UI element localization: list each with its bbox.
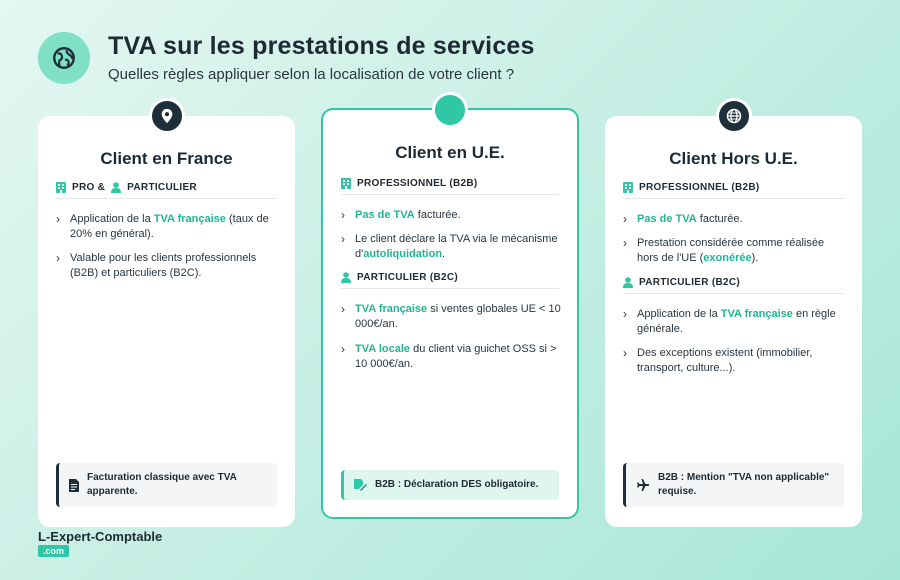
card-hors-ue-note: B2B : Mention "TVA non applicable" requi… xyxy=(623,463,844,507)
user-icon xyxy=(341,272,351,283)
section-label: PARTICULIER (B2C) xyxy=(639,277,741,288)
brand-logo-text: L-Expert-Comptable xyxy=(38,529,163,544)
chevron-right-icon: › xyxy=(56,212,60,226)
location-pin-icon xyxy=(148,98,185,134)
signature-icon xyxy=(354,479,367,491)
chevron-right-icon: › xyxy=(56,251,60,265)
brand-logo-tld: .com xyxy=(38,545,70,557)
section-professionnel: PROFESSIONNEL (B2B) xyxy=(623,182,844,199)
chevron-right-icon: › xyxy=(623,236,627,250)
chevron-right-icon: › xyxy=(623,346,627,360)
header-globe-icon xyxy=(38,32,90,84)
list-item: › Pas de TVA facturée. xyxy=(623,212,743,226)
chevron-right-icon: › xyxy=(341,232,345,246)
section-label: PROFESSIONNEL (B2B) xyxy=(357,178,478,189)
section-label: PROFESSIONNEL (B2B) xyxy=(639,182,760,193)
user-icon xyxy=(111,182,122,193)
list-item: › Valable pour les clients professionnel… xyxy=(56,251,257,279)
card-hors-ue: Client Hors U.E. PROFESSIONNEL (B2B) › P… xyxy=(605,98,862,527)
section-professionnel: PROFESSIONNEL (B2B) xyxy=(341,178,559,195)
list-item: › Application de la TVA française (taux … xyxy=(56,212,269,240)
chevron-right-icon: › xyxy=(623,212,627,226)
accent-circle xyxy=(432,92,468,128)
plane-icon xyxy=(636,478,650,492)
page-title: TVA sur les prestations de services xyxy=(108,32,535,60)
chevron-right-icon: › xyxy=(341,208,345,222)
chevron-right-icon: › xyxy=(341,302,345,316)
section-particulier: PARTICULIER (B2C) xyxy=(623,277,844,294)
card-france-title: Client en France xyxy=(100,149,233,168)
section-label-particulier: PARTICULIER xyxy=(127,182,197,193)
section-label: PARTICULIER (B2C) xyxy=(357,272,459,283)
building-icon xyxy=(623,182,633,193)
list-item: › Pas de TVA facturée. xyxy=(341,208,461,222)
page-subtitle: Quelles règles appliquer selon la locali… xyxy=(108,66,515,83)
list-item: › Le client déclare la TVA via le mécani… xyxy=(341,232,558,260)
building-icon xyxy=(56,182,66,193)
list-item: › TVA française si ventes globales UE < … xyxy=(341,302,561,330)
list-item: › Des exceptions existent (immobilier, t… xyxy=(623,346,813,374)
card-ue-title: Client en U.E. xyxy=(395,143,505,162)
list-item: › TVA locale du client via guichet OSS s… xyxy=(341,342,557,370)
document-icon xyxy=(69,478,79,492)
card-hors-ue-title: Client Hors U.E. xyxy=(669,149,798,168)
building-icon xyxy=(341,178,351,189)
list-item: › Prestation considérée comme réalisée h… xyxy=(623,236,825,264)
card-france: Client en France PRO & PARTICULIER › App… xyxy=(38,98,295,527)
card-ue: Client en U.E. PROFESSIONNEL (B2B) › Pas… xyxy=(321,92,579,519)
section-particulier: PARTICULIER (B2C) xyxy=(341,272,559,289)
chevron-right-icon: › xyxy=(341,342,345,356)
list-item: › Application de la TVA française en règ… xyxy=(623,307,836,335)
globe-icon xyxy=(715,98,752,134)
user-icon xyxy=(623,277,633,288)
card-france-note: Facturation classique avec TVA apparente… xyxy=(56,463,277,507)
card-ue-note: B2B : Déclaration DES obligatoire. xyxy=(341,470,559,500)
chevron-right-icon: › xyxy=(623,307,627,321)
section-pro-particulier: PRO & PARTICULIER xyxy=(56,182,277,199)
section-label-pro: PRO & xyxy=(72,182,106,193)
